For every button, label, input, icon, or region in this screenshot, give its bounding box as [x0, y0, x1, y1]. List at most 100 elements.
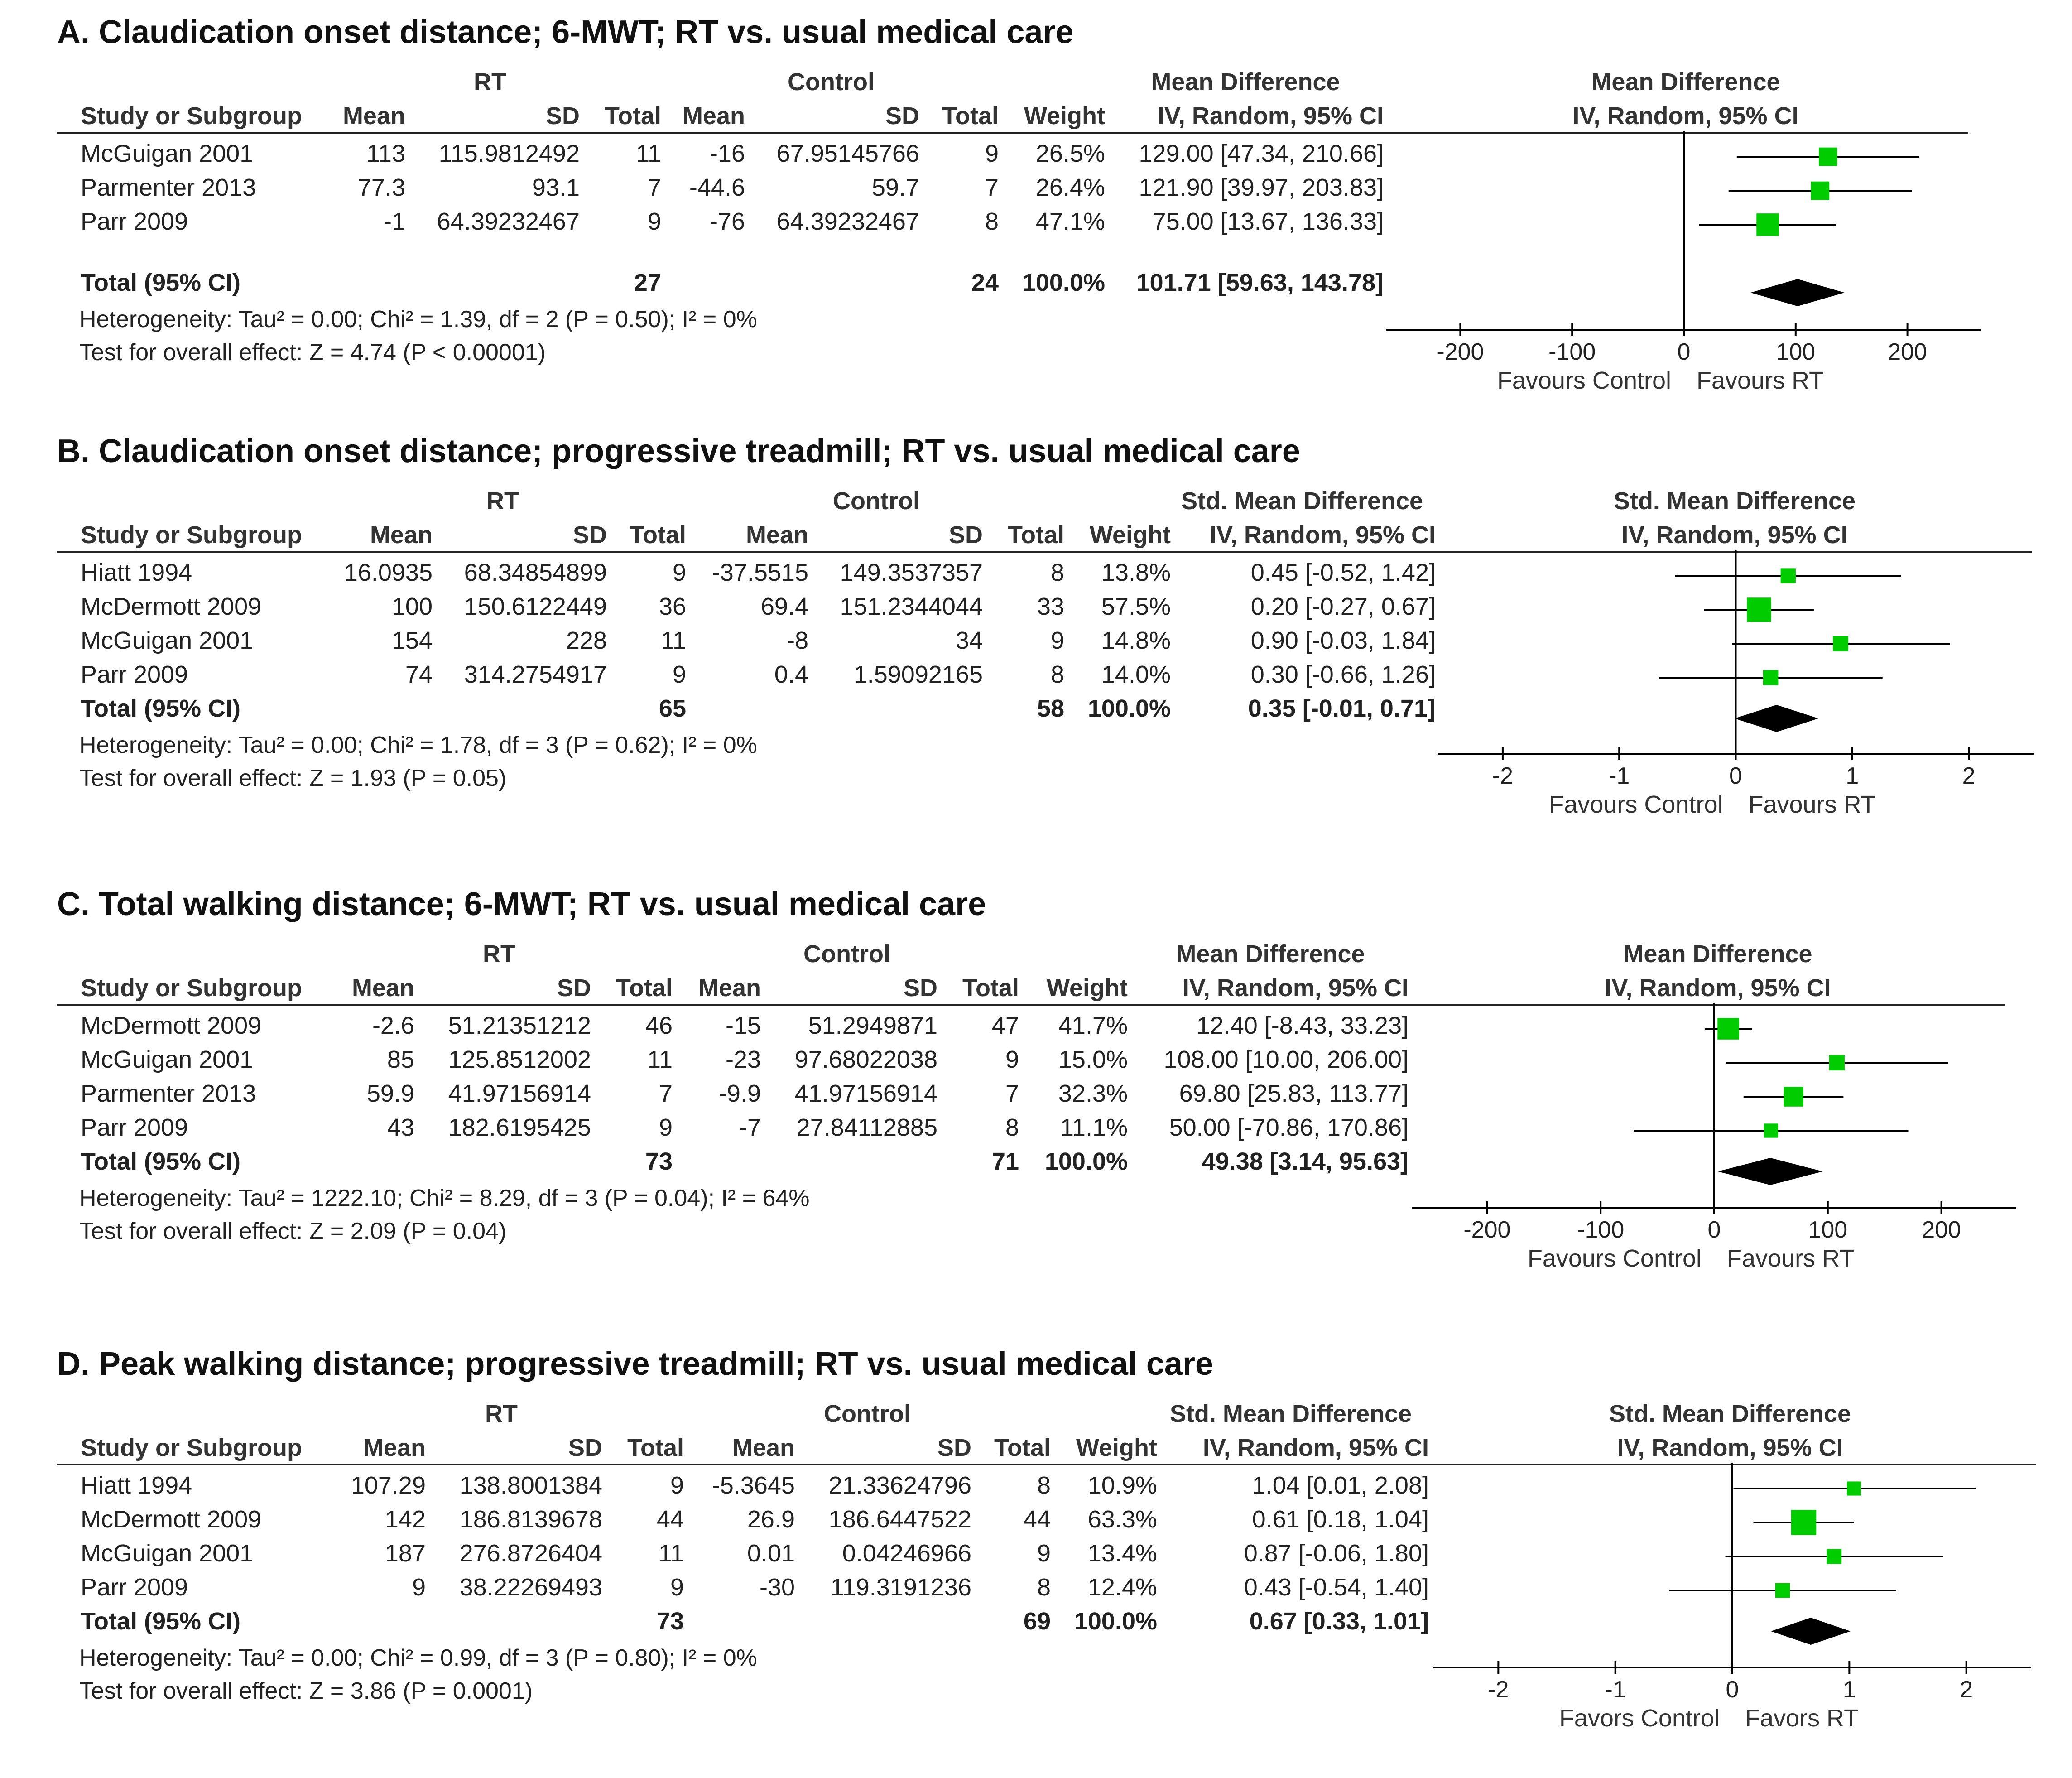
study-marker	[1763, 670, 1779, 685]
measure-subheader: IV, Random, 95% CI	[1157, 102, 1384, 130]
control-total: 7	[985, 174, 999, 201]
control-mean: -15	[725, 1012, 761, 1039]
total-weight: 100.0%	[1087, 695, 1171, 722]
x-tick-label: -100	[1548, 339, 1596, 365]
rt-total: 9	[647, 208, 661, 235]
effect-ci: 0.45 [-0.52, 1.42]	[1250, 559, 1436, 586]
study-name: McGuigan 2001	[81, 140, 254, 167]
favours-right-label: Favours RT	[1749, 791, 1876, 818]
study-name: McDermott 2009	[81, 593, 262, 620]
rt-sd: 64.39232467	[437, 208, 580, 235]
study-name: Parr 2009	[81, 1574, 188, 1601]
favours-left-label: Favours Control	[1549, 791, 1723, 818]
pooled-diamond	[1717, 1158, 1823, 1185]
rt-total: 11	[658, 1540, 684, 1567]
study-name: Parr 2009	[81, 1114, 188, 1141]
weight: 14.0%	[1101, 661, 1171, 688]
x-tick-label: -2	[1488, 1677, 1509, 1703]
effect-ci: 0.90 [-0.03, 1.84]	[1250, 627, 1436, 654]
pooled-diamond	[1771, 1618, 1851, 1645]
rt-total: 7	[659, 1080, 673, 1107]
control-mean: -30	[759, 1574, 795, 1601]
study-marker	[1764, 1123, 1779, 1138]
rt-sd: 150.6122449	[464, 593, 607, 620]
overall-effect-text: Test for overall effect: Z = 4.74 (P < 0…	[79, 339, 546, 366]
control-total: 7	[1005, 1080, 1019, 1107]
study-marker	[1818, 147, 1837, 166]
x-tick-label: 0	[1678, 339, 1691, 365]
heterogeneity-text: Heterogeneity: Tau² = 0.00; Chi² = 1.39,…	[79, 306, 757, 332]
rt-mean: -2.6	[372, 1012, 414, 1039]
control-sd: 119.3191236	[830, 1574, 971, 1601]
col-header-study: Study or Subgroup	[81, 1434, 302, 1461]
x-tick-label: 200	[1922, 1217, 1961, 1243]
rt-sd: 186.8139678	[459, 1506, 602, 1533]
rt-mean: 142	[385, 1506, 426, 1533]
rt-mean: 43	[387, 1114, 414, 1141]
col-header-ctrl-total: Total	[994, 1434, 1051, 1461]
total-control: 58	[1037, 695, 1064, 722]
col-header-study: Study or Subgroup	[81, 521, 302, 549]
rt-mean: 187	[385, 1540, 426, 1567]
rt-total: 7	[647, 174, 661, 201]
x-tick-label: 200	[1888, 339, 1927, 365]
study-marker	[1811, 181, 1830, 200]
panel-title: D. Peak walking distance; progressive tr…	[57, 1346, 1214, 1382]
col-header-rt-mean: Mean	[351, 974, 414, 1002]
total-weight: 100.0%	[1074, 1608, 1157, 1635]
overall-effect-text: Test for overall effect: Z = 1.93 (P = 0…	[79, 765, 507, 791]
control-mean: 0.4	[774, 661, 808, 688]
control-mean: -5.3645	[711, 1472, 795, 1499]
x-tick-label: 0	[1726, 1677, 1739, 1703]
rt-sd: 228	[566, 627, 607, 654]
pooled-diamond	[1750, 279, 1845, 306]
overall-effect-text: Test for overall effect: Z = 2.09 (P = 0…	[79, 1218, 507, 1244]
total-effect-ci: 0.67 [0.33, 1.01]	[1249, 1608, 1429, 1635]
group-header-rt: RT	[474, 68, 506, 96]
weight: 11.1%	[1060, 1114, 1128, 1141]
plot-measure-subheader: IV, Random, 95% CI	[1617, 1434, 1843, 1461]
total-control: 71	[991, 1148, 1019, 1175]
col-header-rt-sd: SD	[568, 1434, 602, 1461]
plot-measure-header: Std. Mean Difference	[1613, 487, 1856, 515]
total-rt: 73	[645, 1148, 673, 1175]
control-total: 8	[1050, 661, 1064, 688]
group-header-control: Control	[788, 68, 875, 96]
study-name: McGuigan 2001	[81, 1540, 254, 1567]
rt-total: 44	[656, 1506, 684, 1533]
rt-mean: 154	[391, 627, 433, 654]
study-marker	[1847, 1481, 1861, 1496]
study-name: McGuigan 2001	[81, 1046, 254, 1073]
rt-sd: 93.1	[532, 174, 580, 201]
effect-ci: 108.00 [10.00, 206.00]	[1163, 1046, 1409, 1073]
measure-header: Mean Difference	[1176, 940, 1365, 968]
control-mean: -23	[725, 1046, 761, 1073]
control-sd: 41.97156914	[794, 1080, 937, 1107]
total-label: Total (95% CI)	[81, 269, 241, 296]
total-label: Total (95% CI)	[81, 1608, 241, 1635]
rt-total: 46	[645, 1012, 673, 1039]
measure-subheader: IV, Random, 95% CI	[1202, 1434, 1429, 1461]
control-total: 47	[991, 1012, 1019, 1039]
effect-ci: 0.20 [-0.27, 0.67]	[1250, 593, 1436, 620]
header-rule	[57, 551, 2032, 553]
forest-panel-d: D. Peak walking distance; progressive tr…	[0, 1345, 2072, 1767]
group-header-control: Control	[833, 487, 920, 515]
col-header-weight: Weight	[1047, 974, 1128, 1002]
control-sd: 34	[955, 627, 983, 654]
col-header-rt-sd: SD	[557, 974, 591, 1002]
header-rule	[57, 132, 1968, 134]
rt-total: 9	[672, 661, 686, 688]
rt-total: 9	[659, 1114, 673, 1141]
rt-mean: 16.0935	[344, 559, 433, 586]
control-total: 9	[1050, 627, 1064, 654]
rt-sd: 115.9812492	[438, 140, 580, 167]
measure-header: Std. Mean Difference	[1181, 487, 1423, 515]
study-name: McGuigan 2001	[81, 627, 254, 654]
col-header-rt-mean: Mean	[363, 1434, 426, 1461]
header-rule	[57, 1464, 2036, 1465]
x-tick-label: 100	[1776, 339, 1815, 365]
rt-sd: 68.34854899	[464, 559, 607, 586]
control-total: 8	[1005, 1114, 1019, 1141]
col-header-study: Study or Subgroup	[81, 102, 302, 130]
